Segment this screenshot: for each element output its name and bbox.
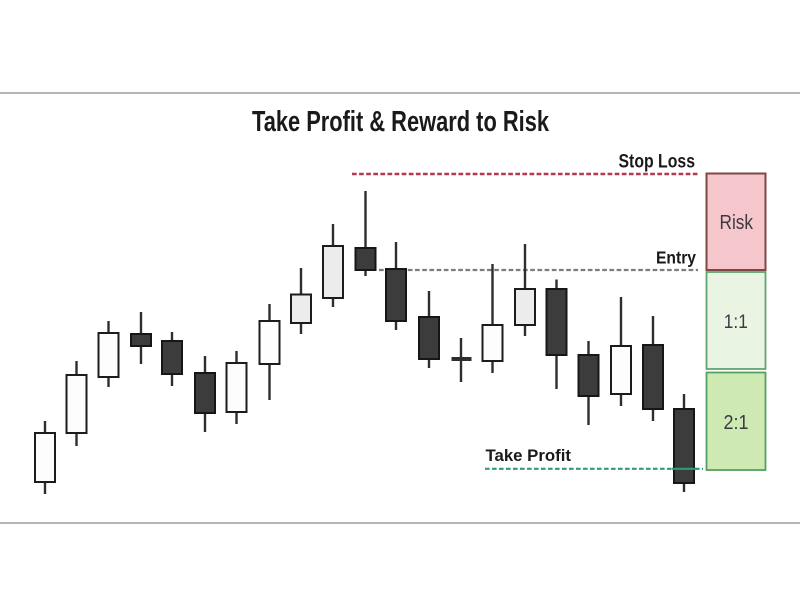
svg-text:Stop Loss: Stop Loss xyxy=(619,152,696,173)
svg-text:Take Profit & Reward to Risk: Take Profit & Reward to Risk xyxy=(252,106,549,138)
svg-text:Take Profit: Take Profit xyxy=(486,446,572,465)
svg-text:Entry: Entry xyxy=(656,247,696,267)
svg-text:1:1: 1:1 xyxy=(724,311,748,333)
svg-text:Risk: Risk xyxy=(720,211,754,234)
svg-text:2:1: 2:1 xyxy=(724,411,749,434)
